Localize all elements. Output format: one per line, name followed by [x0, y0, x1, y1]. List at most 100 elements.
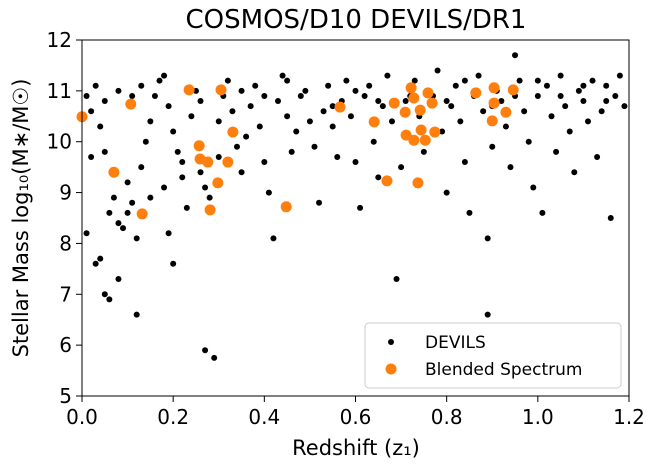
point — [161, 184, 168, 191]
point — [502, 123, 509, 130]
point — [106, 296, 113, 303]
point — [412, 177, 424, 189]
point — [83, 230, 90, 237]
point — [461, 159, 468, 166]
x-tick-label: 0.4 — [248, 405, 280, 429]
point — [229, 108, 236, 115]
point — [375, 174, 382, 181]
point — [238, 169, 245, 176]
point — [484, 235, 491, 242]
point — [334, 101, 346, 113]
x-tick-label: 0.6 — [340, 405, 372, 429]
point — [347, 113, 354, 120]
point — [101, 291, 108, 298]
point — [512, 52, 519, 59]
point — [306, 118, 313, 125]
point — [211, 354, 218, 361]
point — [284, 77, 291, 84]
chart-title: COSMOS/D10 DEVILS/DR1 — [186, 5, 527, 35]
point — [621, 103, 628, 110]
point — [603, 98, 610, 105]
point — [562, 103, 569, 110]
point — [575, 87, 582, 94]
point — [329, 103, 336, 110]
point — [270, 235, 277, 242]
point — [534, 77, 541, 84]
point — [183, 84, 195, 96]
point — [580, 98, 587, 105]
point — [115, 220, 122, 227]
point — [156, 77, 163, 84]
point — [161, 72, 168, 79]
point — [388, 97, 400, 109]
point — [415, 124, 427, 136]
point — [329, 123, 336, 130]
x-axis-label: Redshift (z₁) — [292, 436, 420, 460]
point — [288, 148, 295, 155]
point — [97, 255, 104, 262]
point — [197, 98, 204, 105]
point — [215, 118, 222, 125]
point — [584, 118, 591, 125]
point — [215, 153, 222, 160]
point — [108, 166, 120, 178]
point — [361, 92, 368, 99]
point — [174, 148, 181, 155]
point — [384, 72, 391, 79]
point — [594, 153, 601, 160]
point — [429, 126, 441, 138]
point — [500, 106, 512, 118]
point — [400, 129, 412, 141]
point — [202, 347, 209, 354]
point — [521, 108, 528, 115]
point — [206, 194, 213, 201]
point — [124, 179, 131, 186]
point — [411, 77, 418, 84]
point — [548, 113, 555, 120]
point — [279, 72, 286, 79]
point — [486, 115, 498, 127]
point — [566, 128, 573, 135]
point — [147, 118, 154, 125]
y-tick-label: 10 — [47, 130, 72, 154]
point — [215, 84, 227, 96]
point — [420, 148, 427, 155]
x-tick-label: 0.2 — [157, 405, 189, 429]
point — [408, 92, 420, 104]
point — [316, 199, 323, 206]
point — [443, 189, 450, 196]
y-tick-label: 11 — [47, 79, 72, 103]
point — [165, 230, 172, 237]
point — [516, 77, 523, 84]
point — [129, 199, 136, 206]
point — [115, 87, 122, 94]
point — [589, 77, 596, 84]
point — [115, 276, 122, 283]
plot-frame — [81, 39, 630, 397]
point — [88, 153, 95, 160]
point — [311, 143, 318, 150]
point — [238, 87, 245, 94]
point — [233, 143, 240, 150]
legend-marker — [388, 339, 394, 345]
point — [393, 276, 400, 283]
point — [133, 235, 140, 242]
point — [352, 87, 359, 94]
y-tick-label: 8 — [59, 231, 72, 255]
point — [343, 77, 350, 84]
point — [399, 106, 411, 118]
point — [83, 92, 90, 99]
legend-label: Blended Spectrum — [425, 360, 582, 380]
point — [284, 113, 291, 120]
legend-label: DEVILS — [425, 333, 486, 353]
point — [202, 184, 209, 191]
point — [193, 140, 205, 152]
point — [138, 82, 145, 89]
point — [183, 204, 190, 211]
point — [120, 225, 127, 232]
point — [302, 87, 309, 94]
point — [498, 98, 505, 105]
point — [136, 208, 148, 220]
point — [197, 169, 204, 176]
